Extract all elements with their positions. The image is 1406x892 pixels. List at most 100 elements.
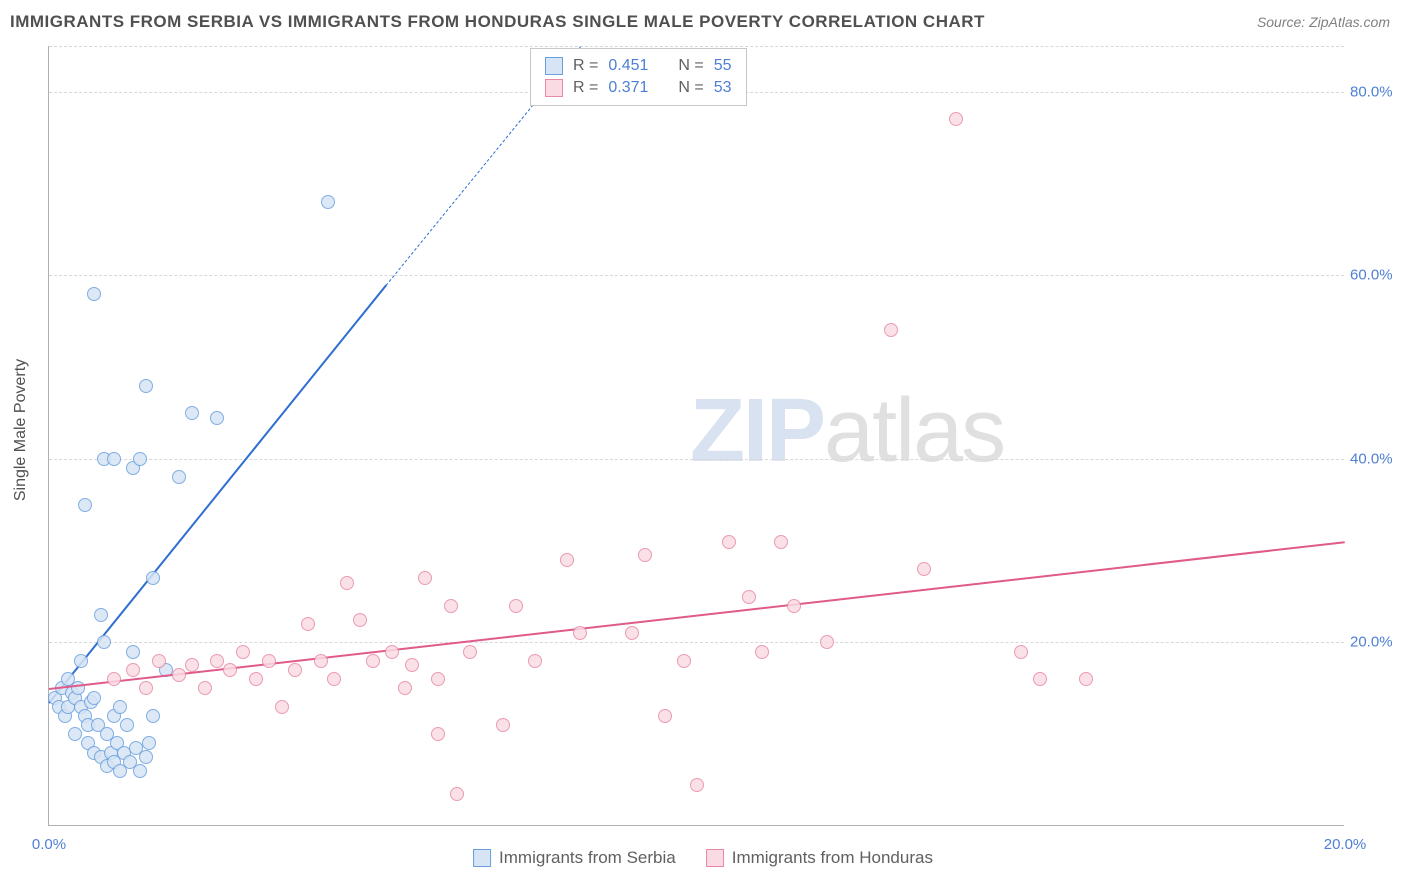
data-point [366, 654, 380, 668]
data-point [133, 764, 147, 778]
data-point [78, 498, 92, 512]
legend-label: Immigrants from Serbia [499, 848, 676, 868]
data-point [314, 654, 328, 668]
data-point [560, 553, 574, 567]
data-point [690, 778, 704, 792]
data-point [774, 535, 788, 549]
data-point [172, 668, 186, 682]
gridline [49, 275, 1344, 276]
data-point [638, 548, 652, 562]
legend-item: Immigrants from Serbia [473, 848, 676, 868]
data-point [87, 691, 101, 705]
data-point [528, 654, 542, 668]
data-point [949, 112, 963, 126]
source-attribution: Source: ZipAtlas.com [1257, 14, 1390, 30]
data-point [262, 654, 276, 668]
data-point [68, 727, 82, 741]
x-tick-label: 20.0% [1324, 836, 1367, 853]
data-point [152, 654, 166, 668]
data-point [185, 406, 199, 420]
y-axis-label: Single Male Poverty [12, 359, 30, 501]
gridline [49, 642, 1344, 643]
data-point [398, 681, 412, 695]
data-point [509, 599, 523, 613]
data-point [444, 599, 458, 613]
data-point [573, 626, 587, 640]
data-point [185, 658, 199, 672]
data-point [353, 613, 367, 627]
data-point [249, 672, 263, 686]
gridline [49, 46, 1344, 47]
data-point [496, 718, 510, 732]
legend-row: R =0.451N =55 [545, 55, 732, 77]
y-tick-label: 60.0% [1350, 267, 1393, 284]
data-point [210, 411, 224, 425]
data-point [450, 787, 464, 801]
data-point [210, 654, 224, 668]
legend-row: R = 0.371 N = 53 [545, 77, 732, 99]
n-label: N = [678, 79, 703, 97]
y-tick-label: 40.0% [1350, 450, 1393, 467]
data-point [139, 379, 153, 393]
data-point [625, 626, 639, 640]
data-point [1014, 645, 1028, 659]
data-point [120, 718, 134, 732]
data-point [321, 195, 335, 209]
data-point [431, 727, 445, 741]
data-point [198, 681, 212, 695]
correlation-legend: R = 0.451 N = 55 R = 0.371 N = 53 [530, 48, 747, 106]
chart-title: IMMIGRANTS FROM SERBIA VS IMMIGRANTS FRO… [10, 12, 985, 32]
data-point [139, 681, 153, 695]
data-point [223, 663, 237, 677]
legend-swatch [545, 79, 563, 97]
data-point [142, 736, 156, 750]
r-label: R = [573, 57, 598, 75]
n-value: 53 [714, 79, 732, 97]
data-point [172, 470, 186, 484]
data-point [742, 590, 756, 604]
trend-line [49, 542, 1345, 691]
legend-item: Immigrants from Honduras [706, 848, 933, 868]
data-point [755, 645, 769, 659]
data-point [1033, 672, 1047, 686]
legend-swatch [545, 57, 563, 75]
data-point [787, 599, 801, 613]
legend-label: Immigrants from Honduras [732, 848, 933, 868]
data-point [677, 654, 691, 668]
n-value: 55 [714, 57, 732, 75]
data-point [385, 645, 399, 659]
data-point [917, 562, 931, 576]
r-value: 0.451 [608, 57, 648, 75]
data-point [236, 645, 250, 659]
data-point [74, 654, 88, 668]
data-point [126, 663, 140, 677]
data-point [107, 672, 121, 686]
data-point [139, 750, 153, 764]
scatter-plot: 20.0%40.0%60.0%80.0%0.0%20.0% [48, 46, 1344, 826]
data-point [1079, 672, 1093, 686]
data-point [97, 635, 111, 649]
data-point [884, 323, 898, 337]
x-tick-label: 0.0% [32, 836, 66, 853]
data-point [658, 709, 672, 723]
data-point [275, 700, 289, 714]
data-point [327, 672, 341, 686]
legend-swatch [473, 849, 491, 867]
r-value: 0.371 [608, 79, 648, 97]
data-point [126, 645, 140, 659]
y-tick-label: 20.0% [1350, 634, 1393, 651]
data-point [87, 287, 101, 301]
data-point [107, 452, 121, 466]
data-point [94, 608, 108, 622]
r-label: R = [573, 79, 598, 97]
data-point [113, 700, 127, 714]
data-point [431, 672, 445, 686]
data-point [820, 635, 834, 649]
y-tick-label: 80.0% [1350, 83, 1393, 100]
data-point [133, 452, 147, 466]
data-point [288, 663, 302, 677]
data-point [722, 535, 736, 549]
data-point [146, 709, 160, 723]
series-legend: Immigrants from Serbia Immigrants from Ho… [473, 848, 933, 868]
data-point [301, 617, 315, 631]
